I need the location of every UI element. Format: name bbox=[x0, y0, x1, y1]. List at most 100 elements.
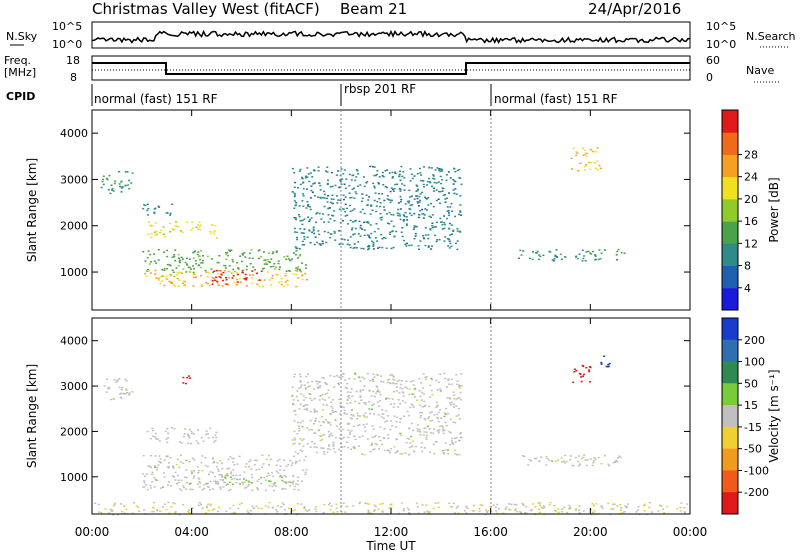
power-cell bbox=[370, 205, 373, 207]
power-cell bbox=[372, 243, 375, 246]
power-cell bbox=[435, 189, 438, 191]
velocity-cell bbox=[423, 447, 426, 449]
velocity-cell bbox=[364, 426, 366, 428]
velocity-cell bbox=[315, 506, 317, 508]
power-cell bbox=[179, 261, 182, 264]
velocity-cell bbox=[344, 511, 347, 513]
power-cell bbox=[383, 199, 386, 202]
velocity-cell bbox=[326, 421, 329, 423]
velocity-cell bbox=[248, 460, 251, 463]
velocity-cell bbox=[510, 503, 513, 506]
velocity-cell bbox=[575, 369, 578, 372]
velocity-cell bbox=[293, 509, 296, 511]
velocity-cell bbox=[201, 470, 204, 472]
velocity-cell bbox=[439, 425, 441, 427]
power-cell bbox=[206, 255, 209, 258]
power-cell bbox=[401, 227, 404, 229]
power-cell bbox=[157, 249, 160, 251]
velocity-cell bbox=[156, 469, 158, 471]
velocity-cell bbox=[200, 503, 202, 506]
velocity-cell bbox=[363, 378, 366, 380]
velocity-cell bbox=[157, 460, 160, 463]
velocity-cell bbox=[214, 475, 216, 478]
velocity-cell bbox=[452, 421, 455, 423]
velocity-cell bbox=[306, 443, 309, 445]
power-cell bbox=[295, 274, 298, 276]
power-cell bbox=[251, 257, 254, 260]
velocity-cell bbox=[376, 389, 379, 391]
velocity-cell bbox=[582, 456, 585, 459]
velocity-cell bbox=[200, 461, 203, 464]
velocity-cell bbox=[333, 410, 336, 413]
velocity-cell bbox=[359, 380, 362, 382]
nave-tick-top: 60 bbox=[706, 54, 720, 67]
power-cell bbox=[400, 198, 403, 201]
velocity-cell bbox=[293, 420, 296, 422]
power-cell bbox=[403, 177, 406, 179]
power-cell bbox=[278, 266, 281, 268]
power-cell bbox=[353, 233, 356, 235]
velocity-cell bbox=[292, 480, 295, 482]
velocity-cell bbox=[189, 377, 192, 379]
power-cell bbox=[142, 207, 145, 210]
power-cell bbox=[271, 252, 274, 255]
velocity-cell bbox=[224, 477, 227, 480]
velocity-cell bbox=[322, 403, 325, 406]
velocity-cell bbox=[434, 440, 437, 443]
noise-right-label: N.Search bbox=[746, 30, 796, 43]
velocity-cell bbox=[238, 474, 241, 477]
velocity-cell bbox=[430, 389, 433, 392]
velocity-cell bbox=[382, 417, 385, 419]
power-cell bbox=[332, 202, 334, 205]
velocity-cell bbox=[614, 461, 617, 463]
velocity-cell bbox=[315, 417, 317, 420]
velocity-cell bbox=[304, 471, 307, 474]
velocity-cell bbox=[535, 457, 538, 460]
velocity-cell bbox=[367, 503, 370, 505]
power-cell bbox=[214, 279, 217, 281]
power-cell bbox=[298, 170, 301, 172]
power-cell bbox=[344, 196, 347, 198]
velocity-cell bbox=[261, 454, 264, 456]
velocity-cell bbox=[170, 506, 173, 508]
power-cell bbox=[277, 260, 280, 262]
velocity-cell bbox=[182, 462, 185, 464]
velocity-cell bbox=[272, 483, 275, 485]
power-cell bbox=[368, 247, 370, 250]
velocity-cell bbox=[215, 431, 218, 434]
velocity-cell bbox=[213, 460, 216, 463]
power-cell bbox=[390, 220, 393, 222]
power-cell bbox=[146, 209, 149, 212]
velocity-cell bbox=[321, 435, 324, 437]
power-cell bbox=[414, 232, 417, 235]
power-cell bbox=[326, 201, 329, 203]
velocity-cell bbox=[315, 446, 318, 449]
power-cell bbox=[302, 187, 305, 190]
power-cell bbox=[111, 187, 114, 190]
velocity-cell bbox=[241, 481, 244, 484]
power-cell bbox=[317, 230, 320, 232]
velocity-cell bbox=[374, 443, 377, 445]
velocity-cell bbox=[293, 488, 296, 491]
velocity-cell bbox=[421, 504, 424, 506]
velocity-cell bbox=[354, 438, 357, 440]
velocity-cell bbox=[350, 388, 353, 390]
power-cell bbox=[363, 185, 366, 188]
velocity-cell bbox=[451, 442, 454, 444]
freq-panel-frame bbox=[91, 55, 691, 81]
power-cell bbox=[168, 264, 171, 266]
velocity-cell bbox=[386, 379, 389, 381]
velocity-cell bbox=[344, 386, 347, 389]
power-cell bbox=[436, 221, 438, 224]
velocity-cell bbox=[143, 509, 145, 511]
velocity-cell bbox=[453, 397, 456, 400]
power-cell bbox=[386, 169, 389, 171]
velocity-cell bbox=[439, 389, 442, 392]
velocity-cell bbox=[218, 473, 221, 476]
velocity-colorbar-swatch bbox=[722, 339, 738, 363]
power-cell bbox=[207, 271, 210, 274]
power-cell bbox=[257, 250, 260, 252]
velocity-cell bbox=[369, 380, 372, 382]
velocity-cell bbox=[226, 468, 229, 470]
power-cell bbox=[396, 212, 399, 214]
